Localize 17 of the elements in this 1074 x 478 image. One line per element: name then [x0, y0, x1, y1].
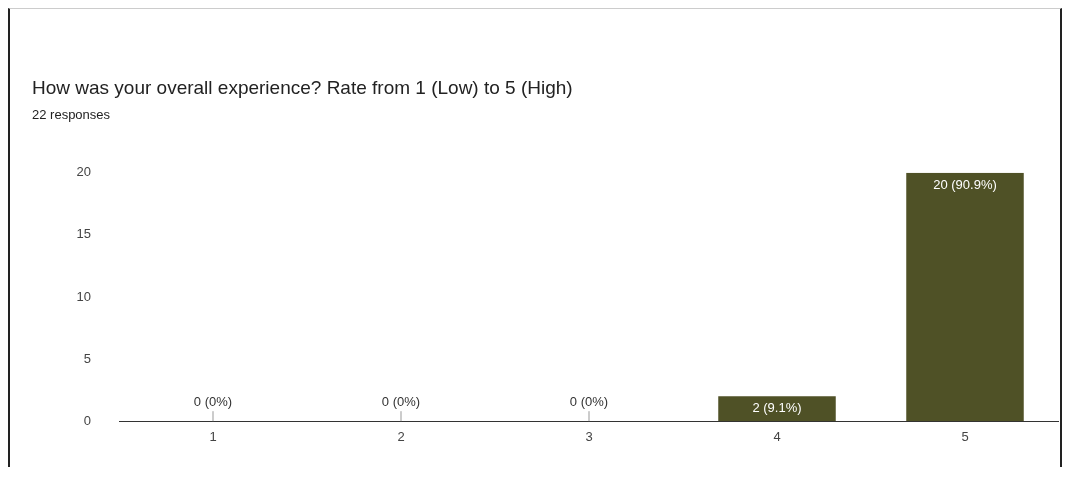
data-label: 0 (0%) — [381, 394, 421, 410]
y-tick-label: 0 — [83, 412, 91, 428]
data-label: 0 (0%) — [193, 394, 233, 410]
x-tick-label: 1 — [209, 428, 217, 444]
data-label: 2 (9.1%) — [752, 400, 802, 416]
y-tick-label: 20 — [76, 164, 91, 180]
y-tick-label: 15 — [76, 226, 91, 242]
y-tick-label: 5 — [83, 350, 91, 366]
x-tick-label: 5 — [961, 428, 969, 444]
x-tick-label: 4 — [773, 428, 781, 444]
y-tick-label: 10 — [76, 288, 91, 304]
chart-subtitle: 22 responses — [32, 107, 111, 122]
x-tick-label: 3 — [585, 428, 593, 444]
chart-title: How was your overall experience? Rate from 1 (Low) to 5 (High) — [32, 77, 573, 99]
data-label: 20 (90.9%) — [933, 176, 997, 192]
data-label: 0 (0%) — [569, 394, 609, 410]
x-tick-label: 2 — [397, 428, 405, 444]
